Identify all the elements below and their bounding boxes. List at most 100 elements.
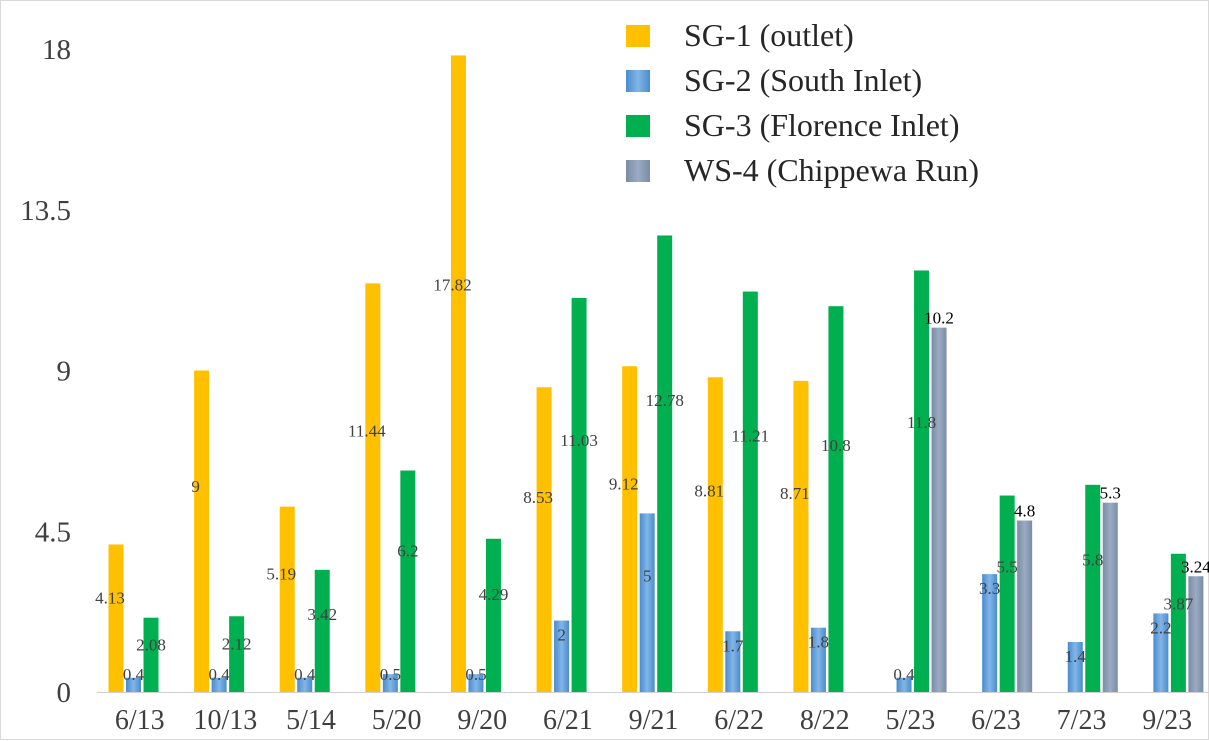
x-tick-label: 10/13 bbox=[194, 705, 258, 736]
data-label-sg-3: 12.78 bbox=[646, 391, 684, 410]
data-label-sg-2: 0.4 bbox=[294, 665, 316, 684]
bar-sg-3 bbox=[400, 470, 416, 692]
y-tick-label: 4.5 bbox=[35, 516, 71, 548]
legend-label-sg-1: SG-1 (outlet) bbox=[684, 17, 854, 53]
bar-sg-1 bbox=[365, 283, 381, 692]
bar-sg-2 bbox=[382, 674, 398, 692]
legend-label-sg-3: SG-3 (Florence Inlet) bbox=[684, 107, 959, 143]
data-label-ws-4: 3.24 bbox=[1181, 557, 1209, 576]
data-label-sg-3: 2.12 bbox=[222, 635, 252, 654]
x-tick-label: 6/22 bbox=[714, 705, 764, 736]
y-tick-label: 18 bbox=[42, 34, 71, 66]
data-label-sg-3: 5.5 bbox=[997, 557, 1018, 576]
y-axis: 0 4.5 9 13.5 18 bbox=[20, 34, 71, 709]
data-label-sg-1: 9 bbox=[191, 477, 200, 496]
data-label-sg-2: 0.5 bbox=[380, 665, 401, 684]
bar-sg-1 bbox=[707, 377, 723, 692]
bar-sg-3 bbox=[485, 538, 501, 692]
x-tick-label: 9/23 bbox=[1142, 705, 1192, 736]
bar-ws-4 bbox=[1102, 502, 1118, 692]
data-label-sg-1: 9.12 bbox=[609, 474, 639, 493]
x-axis: 6/13 10/13 5/14 5/20 9/20 6/21 9/21 6/22 8/22 5/2… bbox=[97, 692, 1209, 736]
data-label-sg-1: 4.13 bbox=[95, 589, 125, 608]
data-label-ws-4: 4.8 bbox=[1014, 502, 1035, 521]
legend-label-sg-2: SG-2 (South Inlet) bbox=[684, 62, 922, 98]
bar-sg-3 bbox=[143, 617, 159, 692]
bar-sg-2 bbox=[1067, 641, 1083, 692]
bar-sg-1 bbox=[279, 506, 295, 692]
bar-sg-1 bbox=[194, 370, 210, 692]
legend-swatch-sg-1 bbox=[626, 25, 650, 47]
bar-sg-3 bbox=[657, 235, 673, 692]
x-tick-label: 6/23 bbox=[971, 705, 1021, 736]
data-label-ws-4: 5.3 bbox=[1100, 484, 1121, 503]
y-tick-label: 9 bbox=[57, 356, 72, 388]
data-label-sg-1: 11.44 bbox=[348, 421, 386, 440]
bar-sg-3 bbox=[828, 306, 844, 692]
bar-sg-2 bbox=[896, 677, 912, 692]
x-tick-label: 5/14 bbox=[286, 705, 336, 736]
bar-sg-3 bbox=[1170, 553, 1186, 692]
bar-sg-2 bbox=[810, 627, 826, 692]
data-label-sg-3: 6.2 bbox=[397, 541, 418, 560]
data-label-sg-3: 10.8 bbox=[821, 436, 851, 455]
data-label-sg-3: 2.08 bbox=[136, 635, 166, 654]
bars-group bbox=[108, 55, 1204, 693]
y-tick-label: 0 bbox=[57, 677, 72, 709]
bar-ws-4 bbox=[1188, 576, 1204, 692]
data-label-sg-1: 8.81 bbox=[694, 482, 724, 501]
y-tick-label: 13.5 bbox=[20, 195, 71, 227]
data-label-sg-2: 0.5 bbox=[465, 665, 486, 684]
data-label-sg-2: 1.7 bbox=[722, 636, 744, 655]
bar-sg-2 bbox=[211, 677, 227, 692]
bar-sg-3 bbox=[571, 297, 587, 692]
data-label-sg-2: 1.8 bbox=[808, 633, 829, 652]
data-label-sg-2: 3.3 bbox=[979, 579, 1000, 598]
data-label-sg-3: 11.21 bbox=[731, 427, 769, 446]
legend-swatch-sg-2 bbox=[626, 70, 650, 92]
legend: SG-1 (outlet) SG-2 (South Inlet) SG-3 (Flo… bbox=[626, 17, 979, 188]
x-tick-label: 5/20 bbox=[372, 705, 422, 736]
bar-sg-3 bbox=[999, 495, 1015, 692]
x-tick-label: 7/23 bbox=[1057, 705, 1107, 736]
data-label-sg-1: 8.71 bbox=[780, 484, 810, 503]
legend-swatch-ws-4 bbox=[626, 160, 650, 182]
bar-sg-1 bbox=[793, 380, 809, 692]
bar-sg-2 bbox=[468, 674, 484, 692]
data-label-sg-2: 0.4 bbox=[208, 665, 230, 684]
data-label-sg-2: 2 bbox=[557, 626, 566, 645]
data-label-sg-2: 0.4 bbox=[893, 665, 915, 684]
data-label-sg-2: 1.4 bbox=[1065, 647, 1087, 666]
data-label-sg-1: 5.19 bbox=[266, 564, 296, 583]
bar-sg-2 bbox=[725, 631, 741, 692]
bar-ws-4 bbox=[1017, 520, 1033, 692]
x-tick-label: 6/13 bbox=[115, 705, 165, 736]
data-labels-group: 4.13 9 5.19 11.44 17.82 8.53 9.12 8.81 8.71 0.4 0.… bbox=[95, 276, 1209, 684]
data-label-ws-4: 10.2 bbox=[924, 309, 954, 328]
bar-sg-2 bbox=[982, 574, 998, 692]
bar-sg-3 bbox=[314, 569, 330, 692]
data-label-sg-1: 8.53 bbox=[523, 488, 553, 507]
data-label-sg-3: 3.87 bbox=[1164, 595, 1194, 614]
bar-sg-2 bbox=[554, 620, 570, 692]
data-label-sg-1: 17.82 bbox=[433, 276, 471, 295]
bar-sg-3 bbox=[742, 291, 758, 692]
bar-sg-2 bbox=[639, 513, 655, 692]
x-tick-label: 9/20 bbox=[457, 705, 507, 736]
data-label-sg-3: 11.03 bbox=[560, 431, 598, 450]
bar-sg-2 bbox=[126, 677, 141, 692]
bar-sg-3 bbox=[914, 270, 930, 692]
data-label-sg-3: 3.42 bbox=[307, 605, 337, 624]
bar-sg-3 bbox=[229, 616, 245, 692]
bar-sg-1 bbox=[108, 544, 124, 692]
x-tick-label: 5/23 bbox=[885, 705, 935, 736]
data-label-sg-2: 5 bbox=[643, 566, 652, 585]
bar-sg-1 bbox=[622, 366, 638, 692]
bar-sg-3 bbox=[1085, 484, 1101, 692]
data-label-sg-2: 0.4 bbox=[123, 665, 145, 684]
bar-sg-1 bbox=[536, 387, 552, 692]
bar-sg-2 bbox=[297, 677, 313, 692]
x-tick-label: 8/22 bbox=[800, 705, 850, 736]
bar-ws-4 bbox=[931, 327, 947, 692]
